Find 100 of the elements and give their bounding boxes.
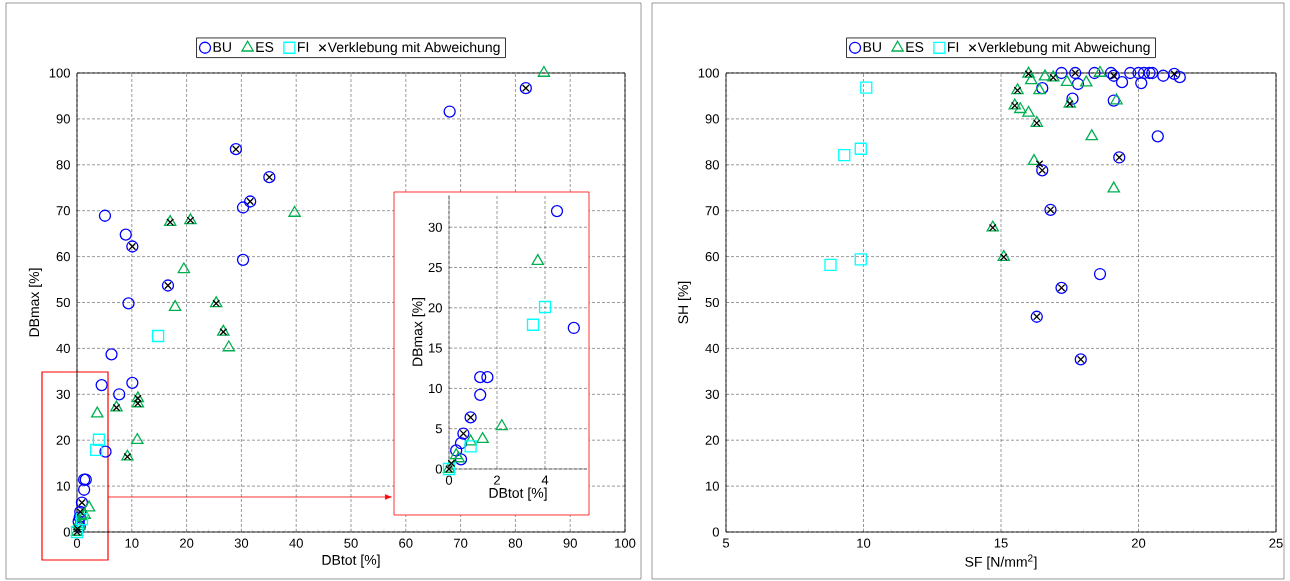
y-axis-title: SH [%]	[677, 281, 691, 324]
point	[474, 388, 487, 402]
legend-label: BU	[213, 42, 231, 52]
point	[443, 105, 456, 118]
y-tick-label: 40	[705, 343, 719, 353]
x-tick-label: 0	[445, 475, 453, 485]
x-tick-label: 0	[73, 538, 81, 548]
y-tick-label: 60	[705, 251, 719, 262]
point	[550, 204, 564, 218]
point	[119, 228, 132, 241]
point	[1093, 65, 1107, 77]
point	[854, 253, 867, 266]
y-tick-label: 50	[705, 297, 719, 308]
point	[1151, 130, 1164, 143]
x-tick-label: 4	[541, 475, 549, 485]
point	[151, 329, 165, 343]
point	[1173, 70, 1186, 84]
legend-label: FI	[298, 42, 309, 52]
point	[1030, 115, 1044, 127]
y-tick-label: 15	[429, 343, 442, 353]
point	[77, 483, 91, 496]
y-tick-label: 80	[56, 160, 70, 170]
point	[1137, 66, 1151, 80]
point	[567, 321, 580, 335]
y-tick-label: 10	[429, 383, 442, 394]
point	[1071, 77, 1085, 91]
point	[1135, 76, 1148, 90]
x-tick-label: 40	[289, 538, 303, 548]
x-tick-label: 100	[615, 538, 636, 548]
y-tick-label: 25	[428, 262, 442, 273]
point	[113, 388, 126, 401]
x-tick-label: 30	[234, 538, 249, 548]
point	[1107, 181, 1121, 193]
y-tick-label: 0	[712, 527, 719, 537]
point	[1132, 66, 1145, 80]
point	[1038, 69, 1052, 81]
point	[126, 376, 139, 389]
point	[288, 205, 301, 217]
point	[82, 500, 96, 512]
point	[1088, 66, 1101, 80]
x-tick-label: 60	[399, 538, 413, 548]
y-tick-label: 60	[56, 251, 70, 262]
point	[1024, 73, 1038, 85]
point	[1157, 69, 1170, 82]
x-tick-label: 20	[1131, 538, 1146, 548]
legend-label: ES	[256, 42, 274, 53]
y-tick-label: 0	[435, 464, 442, 474]
point	[1085, 129, 1099, 141]
point	[222, 340, 236, 352]
point	[219, 328, 228, 336]
x-tick-label: 90	[563, 538, 577, 548]
point	[1035, 160, 1044, 168]
x-axis-title: DBtot [%]	[489, 487, 547, 501]
point	[1115, 76, 1129, 89]
point	[999, 253, 1008, 261]
point	[495, 419, 509, 431]
x-axis-title: DBtot [%]	[322, 554, 380, 568]
point	[1066, 92, 1079, 105]
point	[177, 262, 191, 274]
point	[131, 433, 144, 445]
point	[122, 297, 135, 310]
y-tick-label: 5	[435, 424, 442, 434]
legend-label: Verklebung mit Abweichung	[977, 41, 1150, 55]
point	[474, 370, 487, 384]
x-tick-label: 2	[494, 475, 500, 485]
point	[91, 406, 104, 418]
point	[1013, 102, 1027, 114]
x-tick-label: 5	[722, 538, 730, 548]
x-tick-label: 80	[508, 538, 523, 548]
y-tick-label: 30	[428, 222, 442, 232]
y-tick-label: 0	[63, 527, 70, 537]
y-tick-label: 80	[705, 160, 719, 170]
point	[99, 445, 112, 458]
point	[464, 434, 477, 446]
x-tick-label: 10	[125, 538, 139, 548]
point	[537, 65, 551, 77]
point	[1093, 267, 1107, 281]
point	[1022, 105, 1035, 117]
x-tick-label: 15	[994, 538, 1008, 548]
y-tick-label: 50	[56, 297, 70, 308]
y-tick-label: 20	[705, 435, 719, 445]
y-tick-label: 90	[56, 114, 70, 124]
y-tick-label: 100	[49, 68, 70, 78]
x-tick-label: 25	[1269, 538, 1283, 548]
point	[217, 324, 230, 336]
point	[1027, 153, 1041, 166]
y-tick-label: 90	[705, 114, 719, 124]
legend-label: BU	[863, 42, 881, 52]
point	[98, 209, 112, 222]
point	[854, 142, 867, 155]
point	[838, 149, 851, 162]
point	[860, 81, 873, 94]
y-tick-label: 70	[56, 206, 70, 216]
y-tick-label: 20	[56, 435, 70, 445]
y-axis-title: DBmax [%]	[28, 268, 42, 337]
point	[105, 348, 118, 361]
point	[481, 370, 494, 384]
y-tick-label: 20	[428, 303, 442, 313]
y-axis-title: DBmax [%]	[412, 298, 426, 366]
point	[1060, 75, 1074, 87]
